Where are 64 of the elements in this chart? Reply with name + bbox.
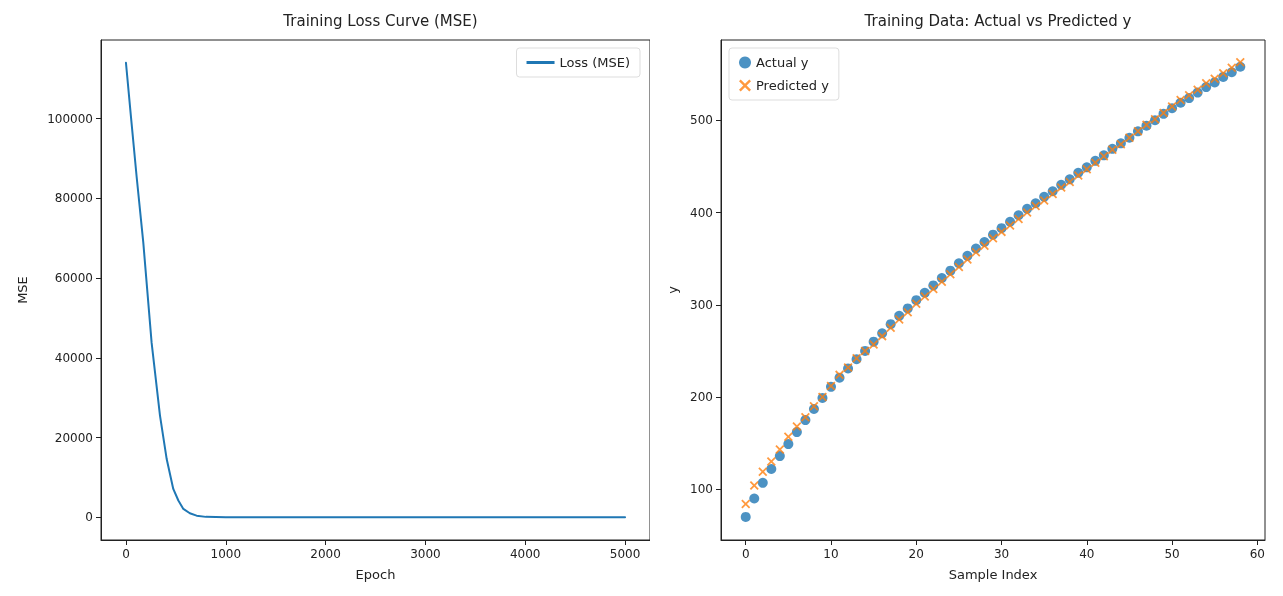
y-tick-label: 60000 xyxy=(54,271,93,286)
y-tick-label: 40000 xyxy=(54,350,93,365)
point xyxy=(945,269,955,279)
y-axis-title: MSE xyxy=(15,276,30,304)
y-tick-label: 20000 xyxy=(54,430,93,445)
x-tick-label: 60 xyxy=(1249,547,1265,561)
point xyxy=(783,439,794,450)
x-axis-title: Sample Index xyxy=(948,567,1038,582)
point xyxy=(757,477,768,488)
legend-label: Actual y xyxy=(756,55,809,70)
point xyxy=(1218,68,1228,78)
point xyxy=(1210,74,1220,84)
x-tick-label: 2000 xyxy=(310,547,341,561)
point xyxy=(954,262,964,272)
chart-title: Training Loss Curve (MSE) xyxy=(282,11,478,30)
x-axis-title: Epoch xyxy=(355,567,396,582)
y-tick-label: 300 xyxy=(690,297,713,312)
x-tick-label: 30 xyxy=(993,547,1010,561)
point xyxy=(749,481,759,491)
point xyxy=(886,323,896,333)
point xyxy=(783,432,793,442)
point xyxy=(766,463,777,474)
y-tick-label: 200 xyxy=(690,390,713,405)
x-tick-label: 4000 xyxy=(509,547,541,561)
point xyxy=(937,277,947,287)
x-tick-label: 10 xyxy=(823,547,839,561)
point xyxy=(1184,90,1194,100)
legend-label: Predicted y xyxy=(756,78,830,93)
point xyxy=(741,499,751,509)
point xyxy=(800,412,810,422)
x-tick-label: 40 xyxy=(1079,547,1095,561)
y-tick-label: 400 xyxy=(690,205,713,220)
point xyxy=(962,255,972,265)
point xyxy=(775,445,785,455)
point xyxy=(740,511,751,522)
point xyxy=(928,284,938,294)
point xyxy=(903,307,913,317)
point xyxy=(766,457,776,467)
x-tick-label: 50 xyxy=(1164,547,1180,561)
point xyxy=(1201,78,1211,88)
point xyxy=(971,247,981,257)
point xyxy=(920,291,930,301)
y-tick-label: 500 xyxy=(690,113,713,128)
x-tick-label: 3000 xyxy=(410,547,441,561)
y-axis-title: y xyxy=(665,285,680,294)
x-tick-label: 0 xyxy=(741,547,750,561)
chart-title: Training Data: Actual vs Predicted y xyxy=(863,11,1132,30)
y-tick-label: 0 xyxy=(85,510,93,525)
legend-label: Loss (MSE) xyxy=(559,55,631,70)
x-tick-label: 5000 xyxy=(609,547,641,561)
point xyxy=(758,467,768,477)
point xyxy=(1073,171,1083,181)
point xyxy=(979,241,989,251)
point xyxy=(749,493,760,504)
point xyxy=(911,299,921,309)
point xyxy=(1056,183,1066,193)
y-tick-label: 100 xyxy=(690,482,713,497)
x-tick-label: 0 xyxy=(122,547,130,561)
x-tick-label: 20 xyxy=(908,547,924,561)
y-tick-label: 80000 xyxy=(54,191,93,206)
y-tick-label: 100000 xyxy=(47,111,93,126)
point xyxy=(1227,63,1237,73)
x-tick-label: 1000 xyxy=(210,547,242,561)
point xyxy=(1235,57,1245,67)
